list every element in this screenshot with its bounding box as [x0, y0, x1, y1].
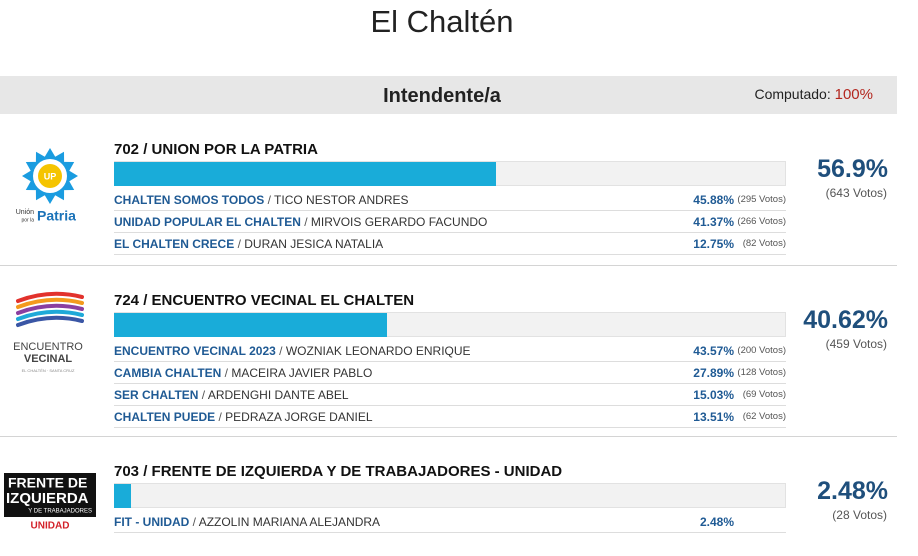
row-votes: (295 Votos): [737, 194, 786, 205]
row-percent: 41.37%: [693, 215, 734, 229]
list-row: SER CHALTEN / ARDENGHI DANTE ABEL 15.03% (…: [114, 385, 786, 406]
list-name: 703 / FRENTE DE IZQUIERDA Y DE TRABAJADO…: [114, 463, 563, 480]
separator: /: [237, 237, 241, 251]
row-votes: (266 Votos): [737, 216, 786, 227]
list-votes: (28 Votos): [832, 508, 887, 522]
logo-text: VECINAL: [24, 353, 73, 365]
row-left: FIT - UNIDAD / AZZOLIN MARIANA ALEJANDRA: [114, 515, 380, 529]
list-row: UNIDAD POPULAR EL CHALTEN / MIRVOIS GERA…: [114, 212, 786, 233]
bar-track: [114, 483, 786, 508]
row-percent: 13.51%: [693, 410, 734, 424]
candidate-name: DURAN JESICA NATALIA: [244, 237, 384, 251]
header-band: [0, 76, 897, 114]
logo-swoosh: [16, 297, 84, 309]
logo-text: EL CHALTÉN · SANTA CRUZ: [22, 368, 75, 373]
row-left: ENCUENTRO VECINAL 2023 / WOZNIAK LEONARD…: [114, 344, 471, 358]
row-left: UNIDAD POPULAR EL CHALTEN / MIRVOIS GERA…: [114, 215, 487, 229]
logo-text: por la: [21, 217, 34, 223]
computed-label: Computado:: [754, 86, 831, 102]
logo-core: [38, 164, 62, 188]
list-percent: 2.48%: [817, 477, 888, 505]
section-title: Intendente/a: [383, 85, 501, 107]
row-percent: 12.75%: [693, 237, 734, 251]
party-name: CHALTEN PUEDE: [114, 410, 216, 424]
row-left: EL CHALTEN CRECE / DURAN JESICA NATALIA: [114, 237, 383, 251]
logo-text: UP: [44, 171, 57, 181]
candidate-name: TICO NESTOR ANDRES: [274, 193, 409, 207]
row-left: CHALTEN SOMOS TODOS / TICO NESTOR ANDRES: [114, 193, 409, 207]
separator: /: [192, 515, 197, 529]
row-percent: 27.89%: [693, 366, 734, 380]
row-percent: 43.57%: [693, 344, 734, 358]
row-votes: (128 Votos): [737, 367, 786, 378]
bar: [114, 484, 131, 508]
row-votes: (62 Votos): [742, 411, 786, 422]
candidate-name: ARDENGHI DANTE ABEL: [207, 388, 349, 402]
logo-text: Patria: [37, 208, 76, 224]
party-name: ENCUENTRO VECINAL 2023: [114, 344, 276, 358]
separator-line: [0, 265, 897, 266]
candidate-name: MACEIRA JAVIER PABLO: [231, 366, 373, 380]
candidate-name: PEDRAZA JORGE DANIEL: [225, 410, 373, 424]
party-name: FIT - UNIDAD: [114, 515, 190, 529]
party-name: CHALTEN SOMOS TODOS: [114, 193, 265, 207]
list-row: CHALTEN PUEDE / PEDRAZA JORGE DANIEL 13.5…: [114, 407, 786, 428]
separator: /: [218, 410, 222, 424]
list-percent: 40.62%: [803, 306, 888, 334]
separator: /: [267, 193, 271, 207]
logo-text: IZQUIERDA: [6, 490, 89, 507]
row-votes: (82 Votos): [742, 238, 786, 249]
row-percent: 45.88%: [693, 193, 734, 207]
party-name: CAMBIA CHALTEN: [114, 366, 222, 380]
logo-swoosh: [16, 309, 84, 321]
list-votes: (459 Votos): [825, 337, 887, 351]
logo-swoosh: [16, 315, 84, 327]
candidate-name: WOZNIAK LEONARDO ENRIQUE: [285, 344, 471, 358]
list-row: CHALTEN SOMOS TODOS / TICO NESTOR ANDRES…: [114, 190, 786, 211]
party-name: SER CHALTEN: [114, 388, 199, 402]
computed-value: 100%: [834, 86, 873, 103]
row-percent: 15.03%: [693, 388, 734, 402]
logo-text: FRENTE DE: [8, 475, 87, 491]
logo-swoosh: [16, 303, 84, 315]
page-title: El Chaltén: [370, 4, 514, 39]
list-percent: 56.9%: [817, 155, 888, 183]
candidate-name: AZZOLIN MARIANA ALEJANDRA: [198, 515, 381, 529]
logo-text: ENCUENTRO: [13, 341, 83, 353]
row-left: SER CHALTEN / ARDENGHI DANTE ABEL: [114, 388, 349, 402]
logo-text: UNIDAD: [31, 521, 70, 532]
list-row: EL CHALTEN CRECE / DURAN JESICA NATALIA 1…: [114, 234, 786, 255]
bar: [114, 313, 387, 337]
candidate-name: MIRVOIS GERARDO FACUNDO: [310, 215, 488, 229]
list-row: CAMBIA CHALTEN / MACEIRA JAVIER PABLO 27.…: [114, 363, 786, 384]
party-name: EL CHALTEN CRECE: [114, 237, 235, 251]
row-percent: 2.48%: [699, 515, 734, 529]
list-name: 702 / UNION POR LA PATRIA: [114, 141, 318, 158]
list-row: FIT - UNIDAD / AZZOLIN MARIANA ALEJANDRA…: [114, 512, 786, 533]
row-votes: (200 Votos): [737, 345, 786, 356]
separator: /: [279, 344, 283, 358]
bar: [114, 162, 497, 186]
row-votes: (69 Votos): [742, 389, 786, 400]
list-name: 724 / ENCUENTRO VECINAL EL CHALTEN: [114, 292, 415, 309]
computed: Computado: 100%: [754, 86, 873, 103]
list-row: ENCUENTRO VECINAL 2023 / WOZNIAK LEONARD…: [114, 341, 786, 362]
separator: /: [304, 215, 308, 229]
row-left: CAMBIA CHALTEN / MACEIRA JAVIER PABLO: [114, 366, 372, 380]
separator: /: [224, 366, 229, 380]
logo-text: Unión: [16, 209, 34, 216]
list-votes: (643 Votos): [825, 186, 887, 200]
separator: /: [201, 388, 206, 402]
separator-line: [0, 436, 897, 437]
logo-swoosh: [16, 291, 84, 303]
row-left: CHALTEN PUEDE / PEDRAZA JORGE DANIEL: [114, 410, 373, 424]
logo-box: [4, 473, 96, 517]
party-name: UNIDAD POPULAR EL CHALTEN: [114, 215, 301, 229]
logo-text: Y DE TRABAJADORES: [28, 509, 92, 515]
